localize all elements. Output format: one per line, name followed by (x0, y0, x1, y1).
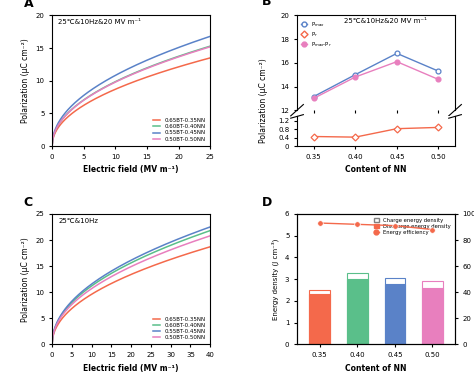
Bar (347, 279, 367, 344)
0.55BT-0.45NN (182, 234, 188, 238)
0.65BT-0.35NN (50, 138, 55, 143)
0.50BT-0.50NN (143, 66, 149, 71)
0.50BT-0.50NN (50, 137, 55, 142)
0.60BT-0.40NN (207, 228, 213, 233)
0.50BT-0.50NN (192, 238, 198, 243)
Text: 25℃&10Hz&20 MV m⁻¹: 25℃&10Hz&20 MV m⁻¹ (345, 18, 428, 24)
Legend: P$_{max}$, P$_r$, P$_{max}$-P$_r$: P$_{max}$, P$_r$, P$_{max}$-P$_r$ (300, 18, 334, 51)
Line: 0.60BT-0.40NN: 0.60BT-0.40NN (52, 231, 210, 344)
0.50BT-0.50NN (182, 242, 188, 247)
0.50BT-0.50NN (207, 45, 213, 49)
Line: 0.50BT-0.50NN: 0.50BT-0.50NN (52, 236, 210, 344)
Text: D: D (262, 196, 273, 209)
0.50BT-0.50NN (182, 52, 188, 57)
0.55BT-0.45NN (146, 57, 152, 62)
0.65BT-0.35NN (146, 265, 152, 270)
0.50BT-0.50NN (49, 144, 55, 148)
Line: 0.50BT-0.50NN: 0.50BT-0.50NN (52, 47, 210, 146)
Line: 0.55BT-0.45NN: 0.55BT-0.45NN (52, 227, 210, 344)
0.65BT-0.35NN (143, 75, 149, 80)
0.65BT-0.35NN (146, 74, 152, 79)
Y-axis label: Polarization (μC cm⁻²): Polarization (μC cm⁻²) (21, 38, 30, 123)
0.55BT-0.45NN (143, 58, 148, 63)
Text: B: B (262, 0, 272, 8)
0.60BT-0.40NN (182, 52, 188, 57)
Legend: 0.65BT-0.35NN, 0.60BT-0.40NN, 0.55BT-0.45NN, 0.50BT-0.50NN: 0.65BT-0.35NN, 0.60BT-0.40NN, 0.55BT-0.4… (152, 116, 207, 143)
X-axis label: Content of NN: Content of NN (345, 364, 407, 373)
0.60BT-0.40NN (182, 237, 188, 242)
X-axis label: Electric field (MV m⁻¹): Electric field (MV m⁻¹) (83, 165, 179, 174)
0.55BT-0.45NN (49, 342, 55, 347)
Bar (309, 290, 330, 344)
0.65BT-0.35NN (143, 266, 148, 271)
0.55BT-0.45NN (143, 251, 148, 255)
Bar (422, 281, 443, 344)
Line: 0.65BT-0.35NN: 0.65BT-0.35NN (52, 247, 210, 344)
0.60BT-0.40NN (49, 144, 55, 148)
0.50BT-0.50NN (143, 258, 148, 262)
0.55BT-0.45NN (50, 137, 55, 141)
0.50BT-0.50NN (146, 65, 152, 70)
Bar (422, 288, 443, 344)
Y-axis label: Polarization (μC cm⁻²): Polarization (μC cm⁻²) (21, 237, 30, 322)
0.60BT-0.40NN (143, 253, 149, 258)
0.50BT-0.50NN (49, 342, 55, 347)
0.50BT-0.50NN (192, 49, 198, 54)
0.65BT-0.35NN (49, 342, 55, 347)
0.55BT-0.45NN (182, 43, 188, 47)
0.55BT-0.45NN (192, 39, 198, 44)
0.65BT-0.35NN (182, 63, 188, 67)
Bar (384, 278, 405, 344)
Bar (309, 295, 330, 344)
0.60BT-0.40NN (192, 48, 198, 53)
Bar (384, 284, 405, 344)
Legend: Charge energy density, Discharge energy density, Energy efficiency: Charge energy density, Discharge energy … (372, 217, 452, 237)
0.65BT-0.35NN (143, 75, 148, 80)
X-axis label: Electric field (MV m⁻¹): Electric field (MV m⁻¹) (83, 364, 179, 373)
Text: Polarization (μC cm⁻²): Polarization (μC cm⁻²) (259, 58, 267, 143)
Line: 0.55BT-0.45NN: 0.55BT-0.45NN (52, 36, 210, 146)
0.50BT-0.50NN (50, 335, 55, 340)
0.60BT-0.40NN (50, 335, 55, 339)
Legend: 0.65BT-0.35NN, 0.60BT-0.40NN, 0.55BT-0.45NN, 0.50BT-0.50NN: 0.65BT-0.35NN, 0.60BT-0.40NN, 0.55BT-0.4… (152, 315, 207, 342)
0.60BT-0.40NN (49, 342, 55, 347)
0.60BT-0.40NN (207, 44, 213, 48)
0.50BT-0.50NN (207, 233, 213, 238)
0.50BT-0.50NN (146, 256, 152, 261)
0.55BT-0.45NN (192, 230, 198, 235)
0.65BT-0.35NN (207, 245, 213, 249)
0.60BT-0.40NN (146, 252, 152, 257)
0.55BT-0.45NN (143, 250, 149, 255)
0.65BT-0.35NN (192, 60, 198, 64)
0.60BT-0.40NN (143, 253, 148, 258)
Text: 25℃&10Hz: 25℃&10Hz (58, 218, 99, 224)
Text: C: C (24, 196, 33, 209)
0.50BT-0.50NN (143, 67, 148, 71)
0.65BT-0.35NN (207, 56, 213, 60)
Text: 25℃&10Hz&20 MV m⁻¹: 25℃&10Hz&20 MV m⁻¹ (58, 19, 141, 26)
0.65BT-0.35NN (182, 252, 188, 257)
0.60BT-0.40NN (143, 66, 149, 70)
0.55BT-0.45NN (49, 144, 55, 148)
0.55BT-0.45NN (50, 334, 55, 339)
0.60BT-0.40NN (50, 137, 55, 142)
0.60BT-0.40NN (192, 233, 198, 238)
Y-axis label: Energy density (J cm⁻³): Energy density (J cm⁻³) (272, 238, 279, 320)
Text: A: A (24, 0, 33, 10)
X-axis label: Content of NN: Content of NN (345, 165, 407, 174)
0.60BT-0.40NN (146, 65, 152, 69)
0.50BT-0.50NN (143, 257, 149, 262)
0.60BT-0.40NN (143, 66, 148, 71)
0.55BT-0.45NN (207, 224, 213, 229)
0.65BT-0.35NN (50, 336, 55, 341)
0.65BT-0.35NN (143, 266, 149, 271)
0.65BT-0.35NN (192, 249, 198, 253)
Bar (347, 272, 367, 344)
0.55BT-0.45NN (143, 58, 149, 63)
0.55BT-0.45NN (207, 34, 213, 39)
0.55BT-0.45NN (146, 249, 152, 254)
Line: 0.65BT-0.35NN: 0.65BT-0.35NN (52, 58, 210, 146)
Line: 0.60BT-0.40NN: 0.60BT-0.40NN (52, 46, 210, 146)
0.65BT-0.35NN (49, 144, 55, 148)
